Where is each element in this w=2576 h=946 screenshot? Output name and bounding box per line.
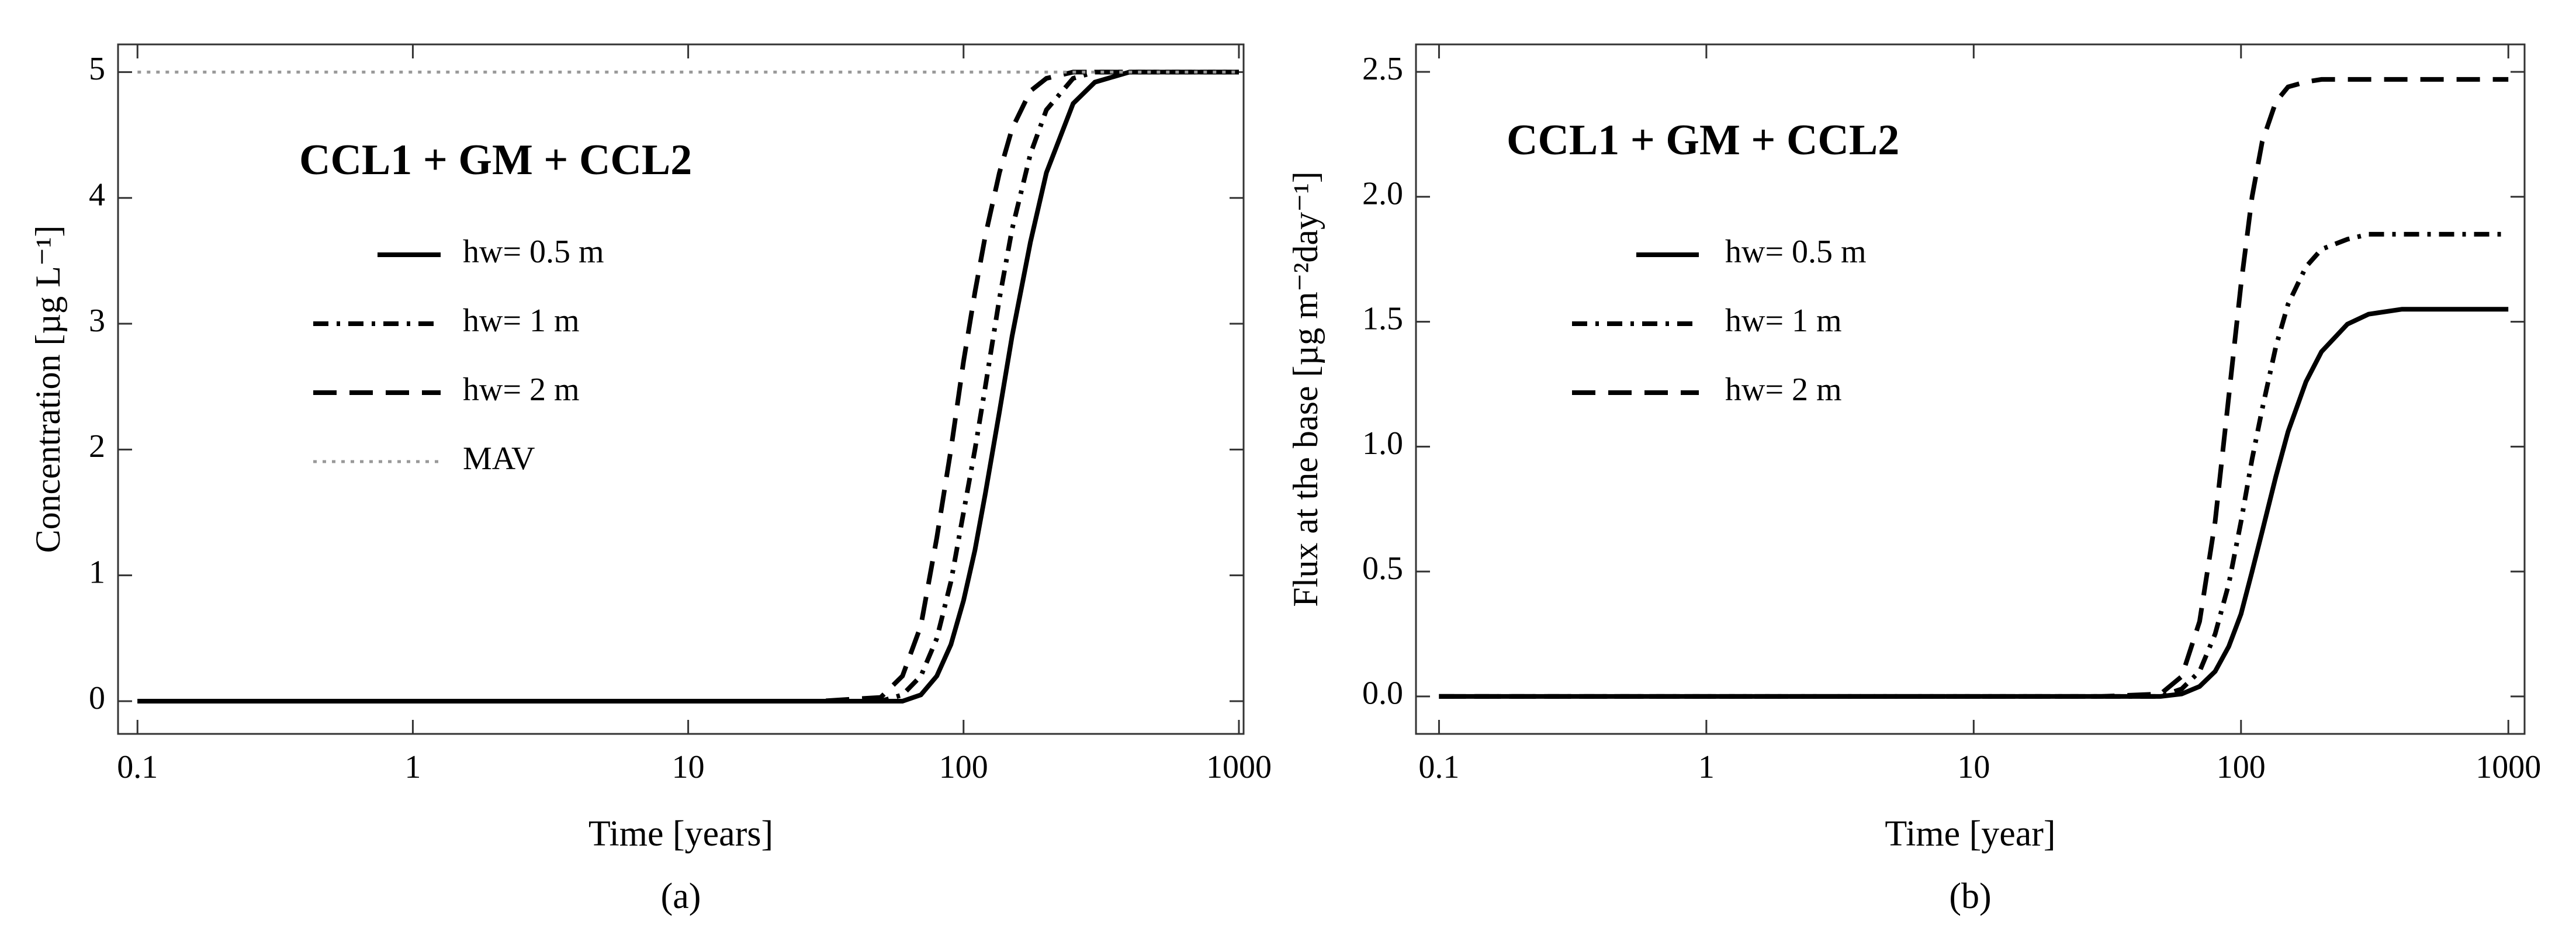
- x-tick-label: 1000: [1206, 749, 1272, 785]
- panel-label: (a): [661, 876, 701, 916]
- x-tick-label: 10: [1957, 749, 1990, 785]
- y-tick-label: 4: [89, 177, 105, 213]
- y-tick-label: 0: [89, 680, 105, 716]
- legend-label: hw= 1 m: [1725, 303, 1842, 339]
- y-tick-label: 1.0: [1362, 425, 1403, 462]
- x-tick-label: 1000: [2475, 749, 2541, 785]
- chart-title: CCL1 + GM + CCL2: [1507, 116, 1899, 164]
- series-line: [137, 70, 1239, 704]
- y-tick-label: 1.5: [1362, 300, 1403, 337]
- x-tick-label: 0.1: [117, 749, 158, 785]
- panel: 0.1 1 10 100 1000 0 1 2 3 4 5 Time [years] (a) Concen…: [29, 43, 1272, 916]
- legend-label: hw= 0.5 m: [1725, 234, 1867, 270]
- y-tick-label: 0.0: [1362, 675, 1403, 712]
- y-tick-label: 2.0: [1362, 176, 1403, 212]
- legend-label: MAV: [463, 441, 535, 477]
- y-axis-label: Flux at the base [µg m⁻²day⁻¹]: [1286, 171, 1325, 607]
- x-tick-label: 1: [1698, 749, 1715, 785]
- series-line: [1439, 77, 2509, 699]
- x-tick-label: 10: [672, 749, 705, 785]
- x-axis-label: Time [year]: [1885, 814, 2055, 854]
- x-tick-label: 0.1: [1418, 749, 1459, 785]
- legend-label: hw= 1 m: [463, 303, 580, 339]
- panel: 0.1 1 10 100 1000 0.0 0.5 1.0 1.5 2.0 2.5 Time [yea…: [1286, 43, 2541, 916]
- legend-label: hw= 2 m: [1725, 372, 1842, 408]
- y-tick-label: 3: [89, 303, 105, 339]
- series-line: [1439, 307, 2509, 699]
- x-axis-label: Time [years]: [588, 814, 773, 854]
- x-tick-label: 100: [939, 749, 988, 785]
- legend-label: hw= 0.5 m: [463, 234, 604, 270]
- chart-title: CCL1 + GM + CCL2: [299, 136, 692, 184]
- x-tick-label: 100: [2217, 749, 2266, 785]
- y-tick-label: 5: [89, 51, 105, 87]
- y-tick-label: 0.5: [1362, 550, 1403, 587]
- plot-frame: [1415, 43, 2526, 735]
- x-tick-label: 1: [404, 749, 421, 785]
- panel-label: (b): [1949, 876, 1991, 916]
- y-tick-label: 1: [89, 555, 105, 591]
- y-tick-label: 2: [89, 428, 105, 465]
- legend-label: hw= 2 m: [463, 372, 580, 408]
- y-tick-label: 2.5: [1362, 51, 1403, 87]
- plot-frame: [117, 43, 1245, 735]
- y-axis-label: Concentration [µg L⁻¹]: [29, 226, 67, 553]
- series-line: [1439, 231, 2509, 699]
